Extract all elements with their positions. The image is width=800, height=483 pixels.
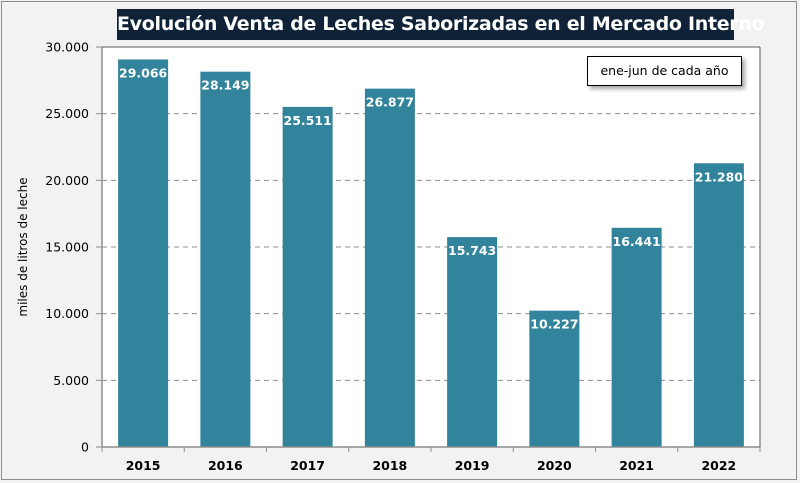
value-label: 25.511 <box>284 113 332 128</box>
y-axis-label: miles de litros de leche <box>16 177 30 316</box>
bar-2019 <box>447 237 498 447</box>
y-tick-label: 5.000 <box>53 373 89 388</box>
bar-2018 <box>364 88 415 447</box>
value-label: 16.441 <box>613 234 661 249</box>
x-tick-label: 2022 <box>701 458 736 473</box>
x-tick-label: 2019 <box>455 458 490 473</box>
value-label: 15.743 <box>448 243 496 258</box>
period-annotation: ene-jun de cada año <box>587 56 742 86</box>
x-tick-label: 2018 <box>372 458 407 473</box>
x-tick-label: 2016 <box>208 458 243 473</box>
value-label: 10.227 <box>530 317 578 332</box>
value-label: 29.066 <box>119 65 168 80</box>
value-label: 21.280 <box>695 169 744 184</box>
y-tick-label: 20.000 <box>45 173 89 188</box>
x-tick-label: 2017 <box>290 458 325 473</box>
chart-title: Evolución Venta de Leches Saborizadas en… <box>117 9 765 40</box>
x-tick-label: 2021 <box>619 458 654 473</box>
bar-2022 <box>693 163 744 447</box>
x-tick-label: 2020 <box>537 458 572 473</box>
y-tick-label: 25.000 <box>45 106 89 121</box>
value-label: 28.149 <box>201 78 249 93</box>
y-tick-label: 0 <box>81 440 89 455</box>
value-label: 26.877 <box>366 95 414 110</box>
bar-2017 <box>282 106 333 447</box>
bar-2015 <box>118 59 169 447</box>
y-tick-label: 10.000 <box>45 306 89 321</box>
y-tick-label: 15.000 <box>45 240 89 255</box>
y-tick-label: 30.000 <box>45 40 89 55</box>
bar-2016 <box>200 71 251 448</box>
bar-2020 <box>529 310 580 447</box>
x-tick-label: 2015 <box>126 458 161 473</box>
bar-2021 <box>611 227 662 447</box>
